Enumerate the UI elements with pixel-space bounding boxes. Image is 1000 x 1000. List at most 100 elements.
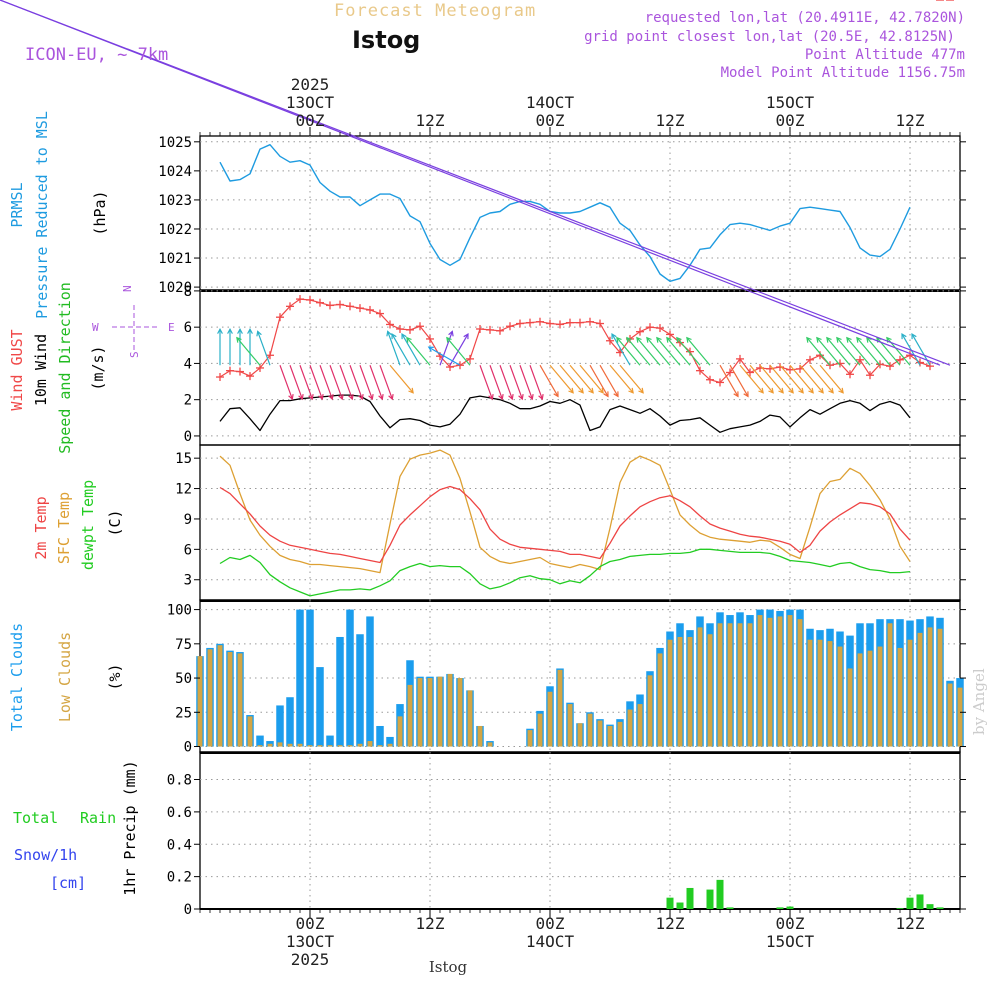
precip-ytick-label: 0.2 — [167, 870, 192, 886]
wind-ytick-label: 0 — [184, 429, 192, 445]
low-cloud-bar — [917, 632, 923, 747]
total-cloud-bar — [386, 736, 394, 747]
low-cloud-bar — [907, 639, 913, 747]
wind-arrow-head — [288, 394, 294, 401]
x-tick-label-top: 00Z — [536, 111, 565, 130]
low-cloud-bar — [347, 745, 353, 747]
low-cloud-bar — [457, 678, 463, 747]
low-cloud-bar — [717, 623, 723, 747]
wind-arrow-head — [588, 387, 594, 394]
total-clouds-label: Total Clouds — [8, 623, 26, 731]
x-tick-label-top: 14OCT — [526, 93, 575, 112]
wind-arrow-head — [911, 333, 917, 340]
low-cloud-bar — [637, 704, 643, 747]
wind-ytick-label: 2 — [184, 393, 192, 409]
low-cloud-bar — [937, 628, 943, 747]
wind-arrow-head — [401, 333, 407, 340]
wind-arrow — [616, 337, 641, 366]
pressure-ytick-label: 1020 — [158, 280, 192, 296]
wind-arrow — [826, 337, 851, 366]
wind-arrow — [626, 337, 651, 366]
wind-arrow-head — [778, 387, 784, 394]
wind-arrow-head — [237, 327, 243, 334]
wind-arrow — [389, 364, 414, 394]
low-cloud-bar — [767, 617, 773, 747]
wind-arrow-head — [768, 387, 774, 394]
wind-compass: W E N S — [92, 285, 175, 358]
low-cloud-bar — [377, 745, 383, 747]
wind-arrow — [479, 365, 493, 400]
wind-arrow — [619, 364, 644, 394]
low-cloud-bar — [697, 627, 703, 747]
point-altitude: Point Altitude 477m — [805, 47, 965, 63]
rain-bar — [906, 897, 914, 909]
x-tick-label-bottom: 00Z — [536, 914, 565, 933]
wind-arrow — [349, 365, 363, 400]
low-cloud-bar — [257, 745, 263, 747]
low-cloud-bar — [417, 678, 423, 747]
compass-east: E — [168, 321, 175, 334]
low-cloud-bar — [827, 641, 833, 747]
pressure-unit: (hPa) — [91, 190, 109, 235]
wind-arrow — [819, 364, 844, 394]
low-cloud-bar — [527, 730, 533, 747]
model-altitude: Model Point Altitude 1156.75m — [721, 65, 965, 81]
total-cloud-bar — [376, 725, 384, 747]
low-cloud-bar — [277, 742, 283, 747]
wind-arrow — [499, 365, 513, 400]
pressure-panel-frame — [199, 135, 961, 291]
dewpt-line — [219, 548, 911, 597]
precip-panel-frame — [199, 751, 961, 910]
low-cloud-bar — [337, 745, 343, 747]
wind-arrow-head — [227, 327, 233, 334]
low-cloud-bar — [667, 639, 673, 747]
pressure-label-2: Pressure Reduced to MSL — [33, 111, 51, 319]
low-cloud-bar — [807, 639, 813, 747]
wind-arrow-head — [463, 333, 469, 340]
low-cloud-bar — [947, 683, 953, 747]
wind-arrow — [289, 365, 303, 400]
clouds-ytick-label: 25 — [175, 705, 192, 721]
low-clouds-label: Low Clouds — [56, 632, 74, 722]
chart-subtitle: Forecast Meteogram — [334, 1, 536, 21]
total-cloud-bar — [356, 634, 364, 747]
dewpt-label: dewpt Temp — [79, 480, 97, 570]
x-tick-label-bottom: 12Z — [896, 914, 925, 933]
wind-arrow — [816, 337, 841, 366]
low-cloud-bar — [297, 743, 303, 747]
wind-unit: (m/s) — [89, 345, 107, 390]
low-cloud-bar — [477, 725, 483, 747]
low-cloud-bar — [747, 623, 753, 747]
wind-arrow — [559, 364, 584, 394]
wind-arrow — [779, 364, 804, 394]
temp2m-label: 2m Temp — [32, 496, 50, 559]
wind-speed-dir-label: Speed and Direction — [56, 282, 74, 454]
rain-bar — [686, 887, 694, 909]
pressure-line — [219, 143, 911, 282]
low-cloud-bar — [757, 615, 763, 747]
wind-arrow — [676, 337, 701, 366]
clouds-ytick-label: 75 — [175, 637, 192, 653]
wind-arrow-head — [666, 336, 672, 343]
wind-arrow — [257, 331, 271, 366]
wind-arrow — [759, 364, 784, 394]
snow-unit: [cm] — [50, 874, 86, 892]
wind-arrow — [539, 364, 559, 397]
wind-arrow — [489, 365, 503, 400]
wind-arrow-head — [568, 387, 574, 394]
wind-arrow-head — [298, 394, 304, 401]
wind-arrow-head — [256, 330, 262, 337]
precip-ytick-label: 0 — [184, 902, 192, 918]
wind-arrow-head — [798, 387, 804, 394]
wind-arrow-head — [856, 336, 862, 343]
low-cloud-bar — [427, 678, 433, 747]
wind-arrow-head — [406, 336, 412, 343]
temp-ytick-label: 3 — [184, 573, 192, 589]
low-cloud-bar — [567, 704, 573, 747]
low-cloud-bar — [207, 649, 213, 747]
wind-arrow-head — [806, 336, 812, 343]
low-cloud-bar — [407, 684, 413, 747]
wind-gust-label: Wind GUST — [8, 329, 26, 410]
x-tick-label-bottom: 12Z — [656, 914, 685, 933]
total-cloud-bar — [366, 616, 374, 747]
